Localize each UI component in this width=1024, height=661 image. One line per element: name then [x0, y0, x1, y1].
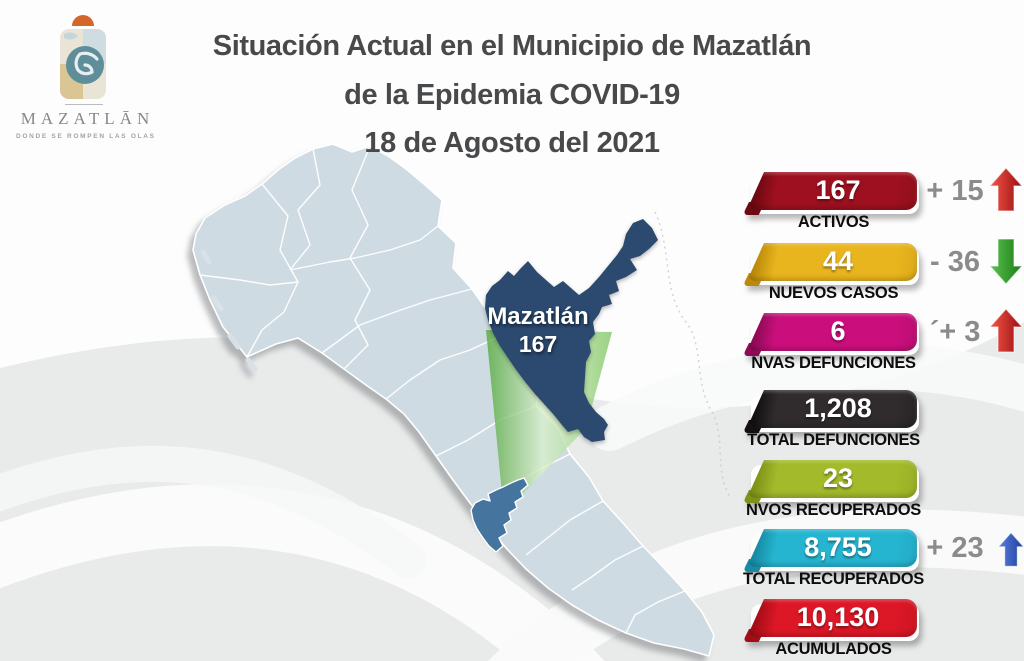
stat-label: ACTIVOS [797, 213, 870, 231]
logo-wordmark: MAZATLĀN [20, 109, 155, 128]
stat-ribbon: 6 [742, 313, 919, 356]
stat-row-total-recuperados: 8,755 TOTAL RECUPERADOS + 23 [742, 529, 1024, 595]
title-line-3: 18 de Agosto del 2021 [364, 127, 660, 159]
stat-row-nvos-recuperados: 23 NVOS RECUPERADOS [742, 460, 1024, 526]
stat-delta: + 15 [926, 175, 984, 207]
page-title: Situación Actual en el Municipio de Maza… [60, 22, 964, 168]
title-line-1: Situación Actual en el Municipio de Maza… [212, 30, 812, 62]
stat-row-nvas-defunciones: 6 NVAS DEFUNCIONES ´+ 3 [742, 308, 1024, 379]
stat-label: ACUMULADOS [775, 640, 892, 658]
stat-value: 1,208 [747, 390, 917, 428]
trend-up-icon [988, 167, 1024, 212]
title-line-2: de la Epidemia COVID-19 [344, 78, 680, 111]
map-region-value: 167 [518, 331, 558, 357]
stat-value: 8,755 [747, 529, 917, 567]
stat-ribbon: 10,130 [742, 599, 919, 642]
stat-delta: ´+ 3 [929, 316, 981, 348]
stat-row-activos: 167 ACTIVOS + 15 [742, 167, 1024, 238]
stat-label: TOTAL RECUPERADOS [742, 570, 924, 588]
stat-value: 23 [747, 460, 917, 498]
stat-label: NVAS DEFUNCIONES [751, 354, 916, 372]
stat-ribbon: 44 [742, 243, 919, 286]
stat-ribbon: 23 [742, 460, 919, 503]
stat-label: NVOS RECUPERADOS [746, 501, 921, 519]
trend-up-icon [988, 308, 1024, 353]
stat-label: TOTAL DEFUNCIONES [747, 431, 920, 449]
logo-tagline: DONDE SE ROMPEN LAS OLAS [15, 133, 156, 140]
stat-label: NUEVOS CASOS [768, 284, 899, 302]
stat-row-nuevos-casos: 44 NUEVOS CASOS - 36 [742, 238, 1024, 309]
stat-row-total-defunciones: 1,208 TOTAL DEFUNCIONES [742, 390, 1024, 456]
coastal-islands [200, 249, 258, 372]
trend-down-icon [988, 238, 1024, 285]
stat-ribbon: 8,755 [742, 529, 919, 572]
stat-ribbon: 1,208 [742, 390, 919, 433]
mazatlan-enlarged-shape [485, 219, 658, 442]
stat-value: 6 [747, 313, 917, 351]
trend-up-icon [997, 532, 1024, 567]
logo-divider [65, 104, 103, 105]
municipality-borders [199, 145, 686, 634]
mazatlan-logo: MAZATLĀN DONDE SE ROMPEN LAS OLAS [8, 8, 158, 143]
stat-value: 10,130 [747, 599, 917, 637]
stat-delta: + 23 [926, 532, 984, 564]
state-outline [192, 143, 715, 657]
stat-ribbon: 167 [742, 172, 919, 215]
stat-row-acumulados: 10,130 ACUMULADOS [742, 599, 1024, 661]
mazatlan-municipality-selected [470, 477, 529, 553]
stat-delta: - 36 [930, 246, 980, 278]
stat-value: 167 [747, 172, 917, 210]
shell-logo-icon [60, 15, 106, 99]
stat-value: 44 [747, 243, 917, 281]
map-region-label: Mazatlán [487, 303, 589, 330]
